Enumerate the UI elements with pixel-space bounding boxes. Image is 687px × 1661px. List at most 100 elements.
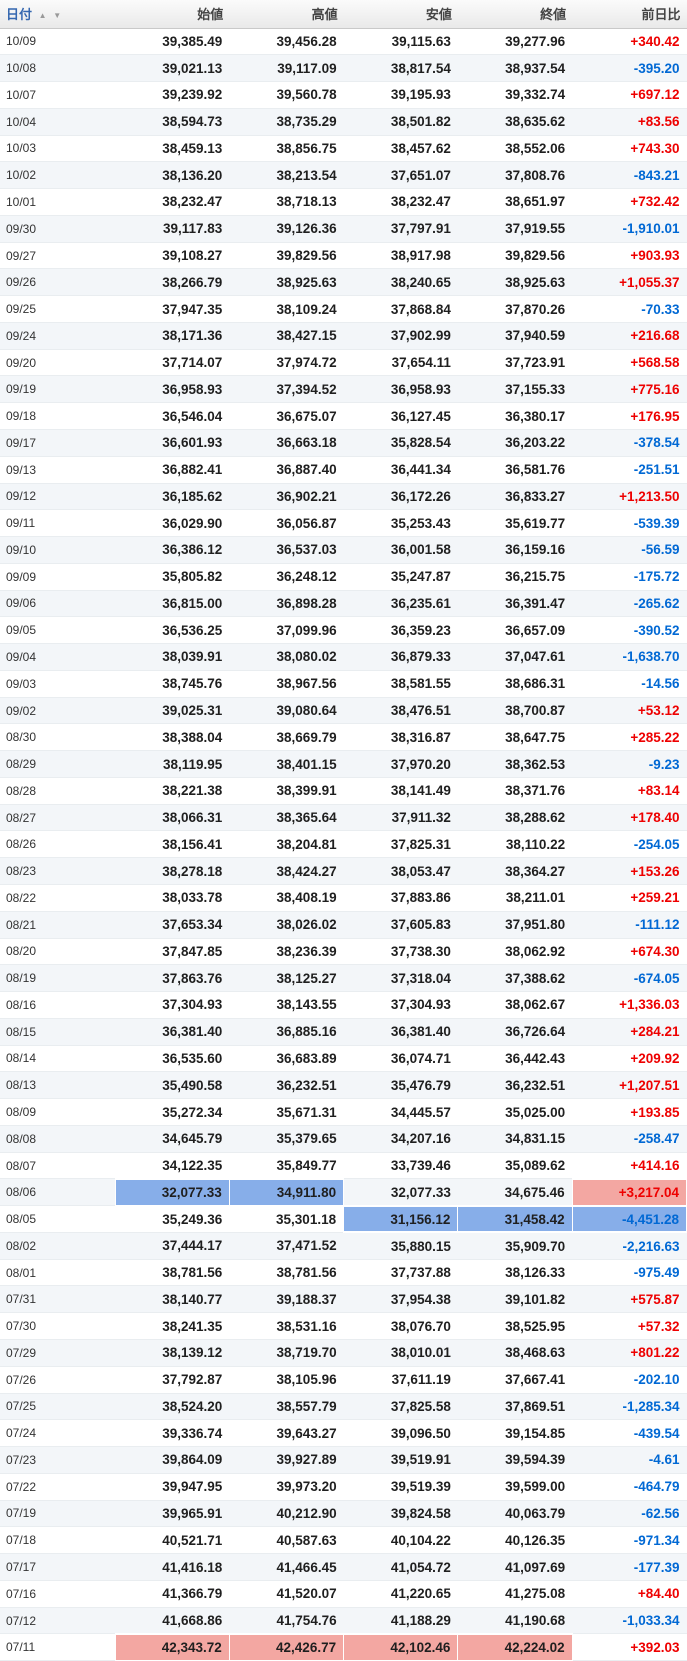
close-cell: 31,458.42: [457, 1204, 573, 1234]
table-row: 07/23 39,864.09 39,927.89 39,519.91 39,594.3…: [0, 1446, 687, 1474]
high-cell: 38,856.75: [229, 135, 344, 163]
table-row: 07/29 38,139.12 38,719.70 38,010.01 38,468.6…: [0, 1339, 687, 1367]
change-cell: +53.12: [572, 697, 687, 725]
change-cell: -464.79: [572, 1473, 687, 1501]
high-cell: 35,379.65: [229, 1125, 344, 1153]
table-row: 09/25 37,947.35 38,109.24 37,868.84 37,870.2…: [0, 295, 687, 323]
date-cell: 09/30: [0, 215, 115, 243]
change-cell: +775.16: [572, 375, 687, 404]
open-cell: 36,029.90: [115, 509, 230, 538]
high-cell: 37,471.52: [229, 1232, 344, 1260]
high-cell: 38,967.56: [229, 670, 344, 698]
date-cell: 08/02: [0, 1232, 115, 1260]
close-cell: 37,667.41: [457, 1366, 573, 1394]
close-cell: 35,025.00: [457, 1098, 573, 1126]
change-cell: -254.05: [572, 830, 687, 859]
low-cell: 38,476.51: [343, 697, 458, 725]
date-cell: 08/06: [0, 1178, 115, 1207]
table-row: 08/14 36,535.60 36,683.89 36,074.71 36,442.4…: [0, 1045, 687, 1073]
open-cell: 35,249.36: [115, 1205, 230, 1233]
high-cell: 35,301.18: [229, 1205, 344, 1233]
date-cell: 09/27: [0, 242, 115, 270]
change-cell: -1,910.01: [572, 215, 687, 243]
low-cell: 38,917.98: [343, 242, 458, 270]
high-cell: 37,974.72: [229, 349, 344, 377]
low-cell: 39,096.50: [343, 1419, 458, 1448]
date-cell: 09/17: [0, 429, 115, 457]
change-cell: +575.87: [572, 1285, 687, 1314]
low-cell: 37,611.19: [343, 1366, 458, 1394]
date-cell: 07/12: [0, 1607, 115, 1635]
close-cell: 37,047.61: [457, 643, 573, 671]
table-row: 09/04 38,039.91 38,080.02 36,879.33 37,047.6…: [0, 643, 687, 671]
high-cell: 36,902.21: [229, 483, 344, 511]
high-cell: 38,669.79: [229, 723, 344, 752]
open-cell: 34,122.35: [115, 1152, 230, 1180]
open-cell: 36,535.60: [115, 1045, 230, 1073]
open-cell: 38,745.76: [115, 670, 230, 698]
open-cell: 36,536.25: [115, 616, 230, 645]
change-cell: +209.92: [572, 1045, 687, 1073]
high-cell: 39,829.56: [229, 242, 344, 270]
date-cell: 10/03: [0, 135, 115, 163]
close-cell: 37,869.51: [457, 1393, 573, 1421]
table-row: 08/15 36,381.40 36,885.16 36,381.40 36,726.6…: [0, 1018, 687, 1046]
date-cell: 08/23: [0, 857, 115, 885]
change-cell: +1,055.37: [572, 268, 687, 297]
high-cell: 39,927.89: [229, 1446, 344, 1474]
header-row: 日付 ▲ ▼ 始値 高値 安値 終値 前日比: [0, 0, 687, 29]
date-cell: 07/24: [0, 1419, 115, 1448]
sort-asc-icon[interactable]: ▲: [38, 11, 47, 21]
close-cell: 38,468.63: [457, 1339, 573, 1367]
close-cell: 38,647.75: [457, 723, 573, 752]
close-cell: 39,154.85: [457, 1419, 573, 1448]
date-cell: 08/30: [0, 723, 115, 752]
table-row: 08/13 35,490.58 36,232.51 35,476.79 36,232.5…: [0, 1071, 687, 1100]
date-cell: 07/23: [0, 1446, 115, 1474]
change-cell: -975.49: [572, 1259, 687, 1287]
table-row: 09/11 36,029.90 36,056.87 35,253.43 35,619.7…: [0, 509, 687, 538]
date-sort-link[interactable]: 日付: [6, 7, 33, 23]
low-cell: 39,519.91: [343, 1446, 458, 1474]
low-cell: 38,316.87: [343, 723, 458, 752]
high-cell: 40,587.63: [229, 1526, 344, 1555]
low-cell: 40,104.22: [343, 1526, 458, 1555]
close-cell: 38,937.54: [457, 54, 573, 83]
change-cell: -1,033.34: [572, 1607, 687, 1635]
change-cell: -439.54: [572, 1419, 687, 1448]
table-row: 07/31 38,140.77 39,188.37 37,954.38 39,101.8…: [0, 1285, 687, 1314]
change-cell: +801.22: [572, 1339, 687, 1367]
close-cell: 40,126.35: [457, 1526, 573, 1555]
high-cell: 39,643.27: [229, 1419, 344, 1448]
change-cell: +83.56: [572, 108, 687, 136]
open-cell: 38,459.13: [115, 135, 230, 163]
date-cell: 09/24: [0, 322, 115, 350]
change-cell: +84.40: [572, 1580, 687, 1608]
open-cell: 38,278.18: [115, 857, 230, 885]
sort-desc-icon[interactable]: ▼: [53, 11, 62, 21]
table-row: 10/04 38,594.73 38,735.29 38,501.82 38,635.6…: [0, 108, 687, 136]
change-cell: -390.52: [572, 616, 687, 645]
close-cell: 36,581.76: [457, 456, 573, 484]
high-cell: 39,456.28: [229, 28, 344, 56]
date-cell: 09/18: [0, 402, 115, 430]
close-cell: 37,940.59: [457, 322, 573, 350]
open-cell: 41,366.79: [115, 1580, 230, 1608]
date-cell: 08/15: [0, 1018, 115, 1046]
close-cell: 36,442.43: [457, 1045, 573, 1073]
date-cell: 07/31: [0, 1285, 115, 1314]
low-cell: 37,825.31: [343, 830, 458, 859]
close-cell: 36,391.47: [457, 590, 573, 618]
high-cell: 41,520.07: [229, 1580, 344, 1608]
low-cell: 33,739.46: [343, 1152, 458, 1180]
open-cell: 36,185.62: [115, 483, 230, 511]
low-cell: 38,053.47: [343, 857, 458, 885]
open-cell: 34,645.79: [115, 1125, 230, 1153]
close-cell: 37,388.62: [457, 964, 573, 993]
date-cell: 10/07: [0, 81, 115, 109]
date-cell: 08/19: [0, 964, 115, 993]
close-cell: 38,651.97: [457, 188, 573, 216]
date-cell: 09/02: [0, 697, 115, 725]
open-cell: 39,336.74: [115, 1419, 230, 1448]
high-cell: 38,236.39: [229, 938, 344, 966]
